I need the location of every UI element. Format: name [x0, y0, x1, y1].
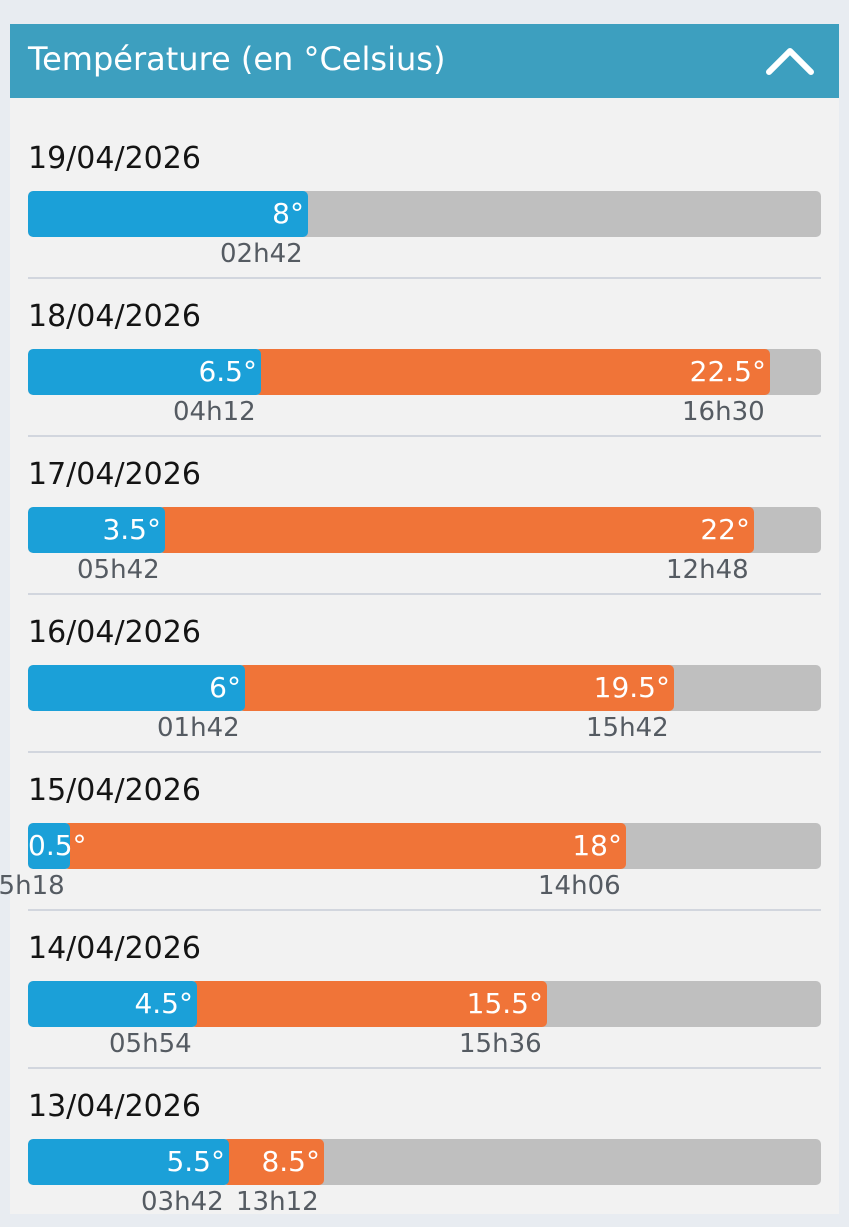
min-temperature-bar: 3.5° [28, 507, 165, 553]
min-temperature-time: 05h54 [109, 1029, 192, 1059]
max-temperature-bar: 8.5° [223, 1139, 324, 1185]
max-temperature-time: 12h48 [666, 555, 749, 585]
temperature-bar-track: 0.5° 18° [28, 823, 821, 869]
min-temperature-time: 05h42 [77, 555, 160, 585]
panel-title: Température (en °Celsius) [28, 40, 446, 78]
min-temperature-time: 02h42 [220, 239, 303, 269]
day-row: 15/04/2026 0.5°18°05h18 14h06 [0, 753, 839, 911]
temperature-bar-track: 6° 19.5° [28, 665, 821, 711]
panel-header[interactable]: Température (en °Celsius) [10, 24, 839, 98]
day-date: 18/04/2026 [28, 299, 201, 334]
day-row: 13/04/2026 5.5° 8.5° 03h42 13h12 [10, 1069, 839, 1227]
min-temperature-bar: 0.5° [28, 823, 87, 869]
day-date: 13/04/2026 [28, 1089, 201, 1124]
temperature-bar-track: 8° [28, 191, 821, 237]
temperature-bar-track: 5.5° 8.5° [28, 1139, 821, 1185]
row-divider [28, 277, 821, 279]
day-date: 16/04/2026 [28, 615, 201, 650]
max-temperature-time: 15h36 [459, 1029, 542, 1059]
day-date: 19/04/2026 [28, 141, 201, 176]
max-temperature-time: 15h42 [586, 713, 669, 743]
row-divider [28, 435, 821, 437]
min-temperature-time: 05h18 [0, 871, 65, 901]
min-temperature-bar: 8° [28, 191, 308, 237]
max-temperature-bar: 18° [64, 823, 626, 869]
temperature-bar-track: 3.5° 22° [28, 507, 821, 553]
max-temperature-time: 14h06 [538, 871, 621, 901]
day-row: 17/04/2026 3.5° 22° 05h42 12h48 [10, 437, 839, 595]
day-date: 15/04/2026 [28, 773, 201, 808]
day-row: 19/04/2026 8° 02h42 [10, 121, 839, 279]
row-divider [28, 751, 821, 753]
day-row: 14/04/2026 4.5° 15.5° 05h54 15h36 [10, 911, 839, 1069]
chevron-up-icon[interactable] [763, 36, 817, 86]
min-temperature-time: 03h42 [141, 1187, 224, 1217]
min-temperature-time: 04h12 [173, 397, 256, 427]
row-divider [28, 909, 821, 911]
max-temperature-time: 13h12 [236, 1187, 319, 1217]
max-temperature-time: 16h30 [682, 397, 765, 427]
min-temperature-bar: 6.5° [28, 349, 261, 395]
row-divider [28, 1067, 821, 1069]
temperature-panel: Température (en °Celsius) 19/04/2026 8° 02… [0, 24, 839, 1217]
min-temperature-bar: 6° [28, 665, 245, 711]
row-divider [28, 593, 821, 595]
day-date: 17/04/2026 [28, 457, 201, 492]
max-temperature-bar: 15.5° [191, 981, 547, 1027]
temperature-bar-track: 6.5° 22.5° [28, 349, 821, 395]
day-row: 16/04/2026 6° 19.5° 01h42 15h42 [10, 595, 839, 753]
max-temperature-bar: 22° [159, 507, 754, 553]
min-temperature-time: 01h42 [157, 713, 240, 743]
max-temperature-bar: 22.5° [255, 349, 770, 395]
day-row: 18/04/2026 6.5° 22.5° 04h12 16h30 [10, 279, 839, 437]
min-temperature-bar: 5.5° [28, 1139, 229, 1185]
min-temperature-bar: 4.5° [28, 981, 197, 1027]
day-date: 14/04/2026 [28, 931, 201, 966]
temperature-bar-track: 4.5° 15.5° [28, 981, 821, 1027]
max-temperature-bar: 19.5° [239, 665, 674, 711]
